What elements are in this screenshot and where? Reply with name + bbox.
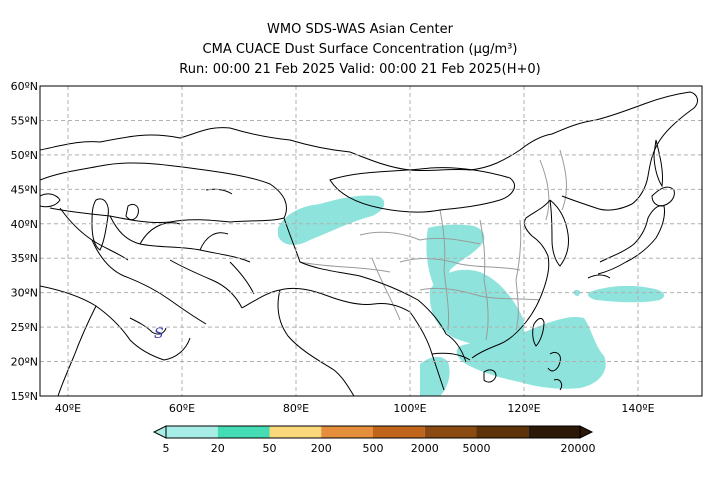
- lat-tick-label: 55ºN: [11, 114, 38, 127]
- colorbar-segment: [166, 426, 218, 438]
- aral-sea: [125, 203, 139, 221]
- colorbar-segment: [476, 426, 529, 438]
- dust-area-north-china: [426, 224, 485, 288]
- lat-tick-label: 40ºN: [11, 218, 38, 231]
- iran-afghanistan-border: [91, 239, 255, 325]
- russia-border: [40, 127, 553, 172]
- dust-area-taklimakan: [278, 195, 385, 245]
- lon-tick-label: 100ºE: [393, 402, 426, 415]
- sakhalin: [653, 139, 663, 188]
- caspian-sea: [91, 198, 109, 251]
- country-borders: [40, 91, 698, 396]
- lon-tick-label: 40ºE: [55, 402, 81, 415]
- colorbar-segment: [269, 426, 322, 438]
- lat-tick-label: 20ºN: [11, 356, 38, 369]
- taiwan: [532, 317, 545, 347]
- lat-tick-label: 15ºN: [11, 390, 38, 403]
- india-pakistan-border: [241, 287, 411, 396]
- colorbar-label: 2000: [411, 442, 439, 455]
- colorbar-outline: [165, 425, 581, 439]
- lon-tick-label: 60ºE: [169, 402, 195, 415]
- colorbar-arrow-left: [152, 425, 167, 439]
- colorbar-label: 5: [163, 442, 170, 455]
- dust-areas: [278, 195, 665, 396]
- central-asia-borders: [59, 207, 251, 263]
- colorbar-label: 50: [263, 442, 277, 455]
- southeast-asia-borders: [409, 311, 471, 391]
- map-frame: [39, 85, 703, 397]
- colorbar-segment: [424, 426, 477, 438]
- arabia-coast: [40, 285, 191, 396]
- site-marker: S: [154, 326, 164, 342]
- run-valid-time: Run: 00:00 21 Feb 2025 Valid: 00:00 21 F…: [179, 62, 541, 77]
- china-east-coast: [471, 199, 551, 359]
- colorbar-label: 200: [311, 442, 332, 455]
- hainan: [483, 369, 497, 383]
- colorbar-label: 500: [363, 442, 384, 455]
- latitude-labels: 60ºN 55ºN 50ºN 45ºN 40ºN 35ºN 30ºN 25ºN 20ºN 15ºN: [11, 80, 38, 403]
- map-title: WMO SDS-WAS Asian Center: [267, 22, 453, 37]
- japan: [587, 205, 665, 279]
- lat-tick-label: 50ºN: [11, 149, 38, 162]
- russia-far-east-coast: [551, 91, 698, 211]
- colorbar-arrow-right: [579, 425, 594, 439]
- korea-peninsula: [549, 199, 569, 267]
- dust-area-small: [573, 289, 581, 296]
- mongolia-border: [329, 167, 515, 213]
- colorbar-label: 5000: [463, 442, 491, 455]
- lat-tick-label: 45ºN: [11, 183, 38, 196]
- colorbar-segment: [373, 426, 425, 438]
- colorbar-label: 20: [211, 442, 225, 455]
- kazakhstan-border: [40, 162, 287, 223]
- lon-tick-label: 80ºE: [283, 402, 309, 415]
- dust-area-indochina: [420, 356, 450, 396]
- dust-area-central-china: [429, 269, 525, 348]
- lon-tick-label: 120ºE: [507, 402, 540, 415]
- dust-area-pacific: [588, 285, 665, 303]
- colorbar-label: 20000: [561, 442, 596, 455]
- lat-tick-label: 35ºN: [11, 252, 38, 265]
- map-subtitle: CMA CUACE Dust Surface Concentration (μg…: [202, 42, 518, 57]
- persian-gulf-coast: [129, 317, 167, 335]
- lat-tick-label: 60ºN: [11, 80, 38, 93]
- colorbar-segment: [528, 426, 580, 438]
- hokkaido: [651, 186, 675, 207]
- lake-balkhash: [205, 188, 233, 195]
- lon-tick-label: 140ºE: [621, 402, 654, 415]
- lat-tick-label: 30ºN: [11, 287, 38, 300]
- lat-tick-label: 25ºN: [11, 321, 38, 334]
- colorbar-segment: [217, 426, 270, 438]
- black-sea: [40, 193, 61, 208]
- longitude-labels: 40ºE 60ºE 80ºE 100ºE 120ºE 140ºE: [55, 402, 655, 415]
- colorbar-segment: [321, 426, 373, 438]
- colorbar-legend: 5 20 50 200 500 2000 5000 20000: [152, 425, 596, 455]
- graticule: [40, 86, 702, 396]
- province-borders: [299, 149, 567, 341]
